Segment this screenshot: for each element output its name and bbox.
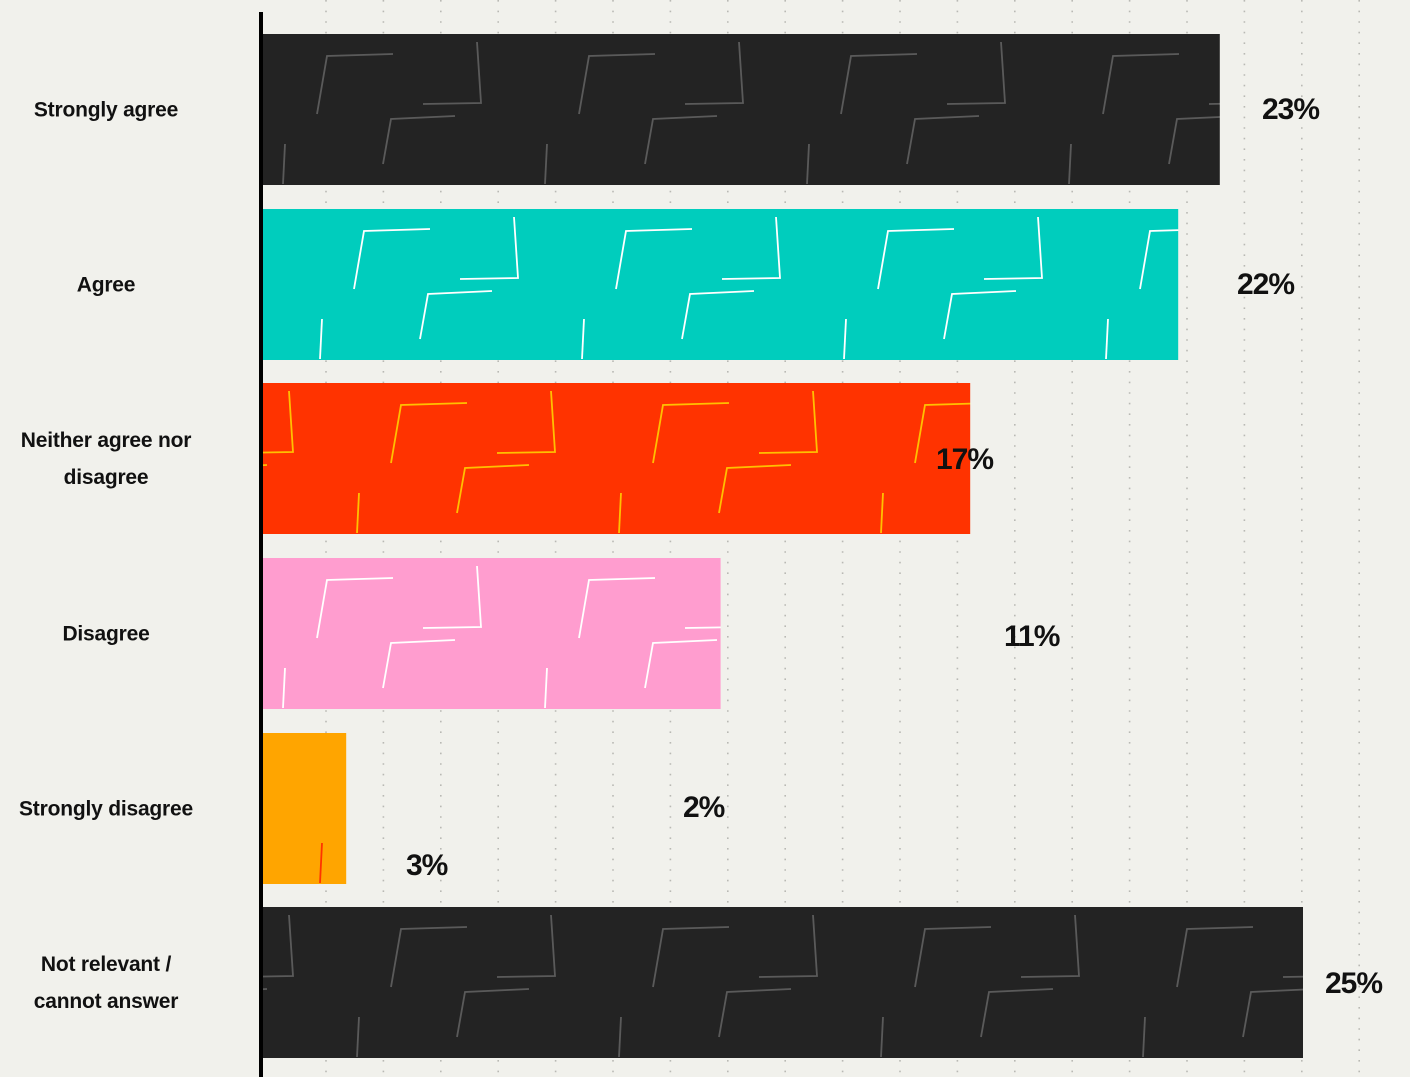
category-label: Strongly disagree (19, 797, 193, 820)
value-label: 22% (1237, 268, 1295, 301)
category-label: Neither agree nor disagree (20, 428, 192, 489)
value-label: 11% (1004, 620, 1060, 653)
category-label: Disagree (62, 622, 150, 645)
bar-1 (263, 34, 1220, 185)
bar-4 (263, 558, 721, 709)
extra-value-label: 3% (406, 849, 448, 882)
value-label: 17% (936, 443, 994, 476)
category-label: Not relevant / cannot answer (33, 952, 179, 1013)
value-label: 25% (1325, 967, 1383, 1000)
bar-6 (263, 907, 1303, 1058)
bar-2 (263, 209, 1179, 360)
value-label: 2% (683, 791, 725, 824)
bar-5 (263, 733, 347, 884)
bars (263, 34, 1303, 1058)
category-label: Agree (76, 273, 136, 296)
value-label: 23% (1262, 93, 1320, 126)
category-label: Strongly agree (33, 98, 179, 121)
bar-3 (263, 383, 971, 534)
